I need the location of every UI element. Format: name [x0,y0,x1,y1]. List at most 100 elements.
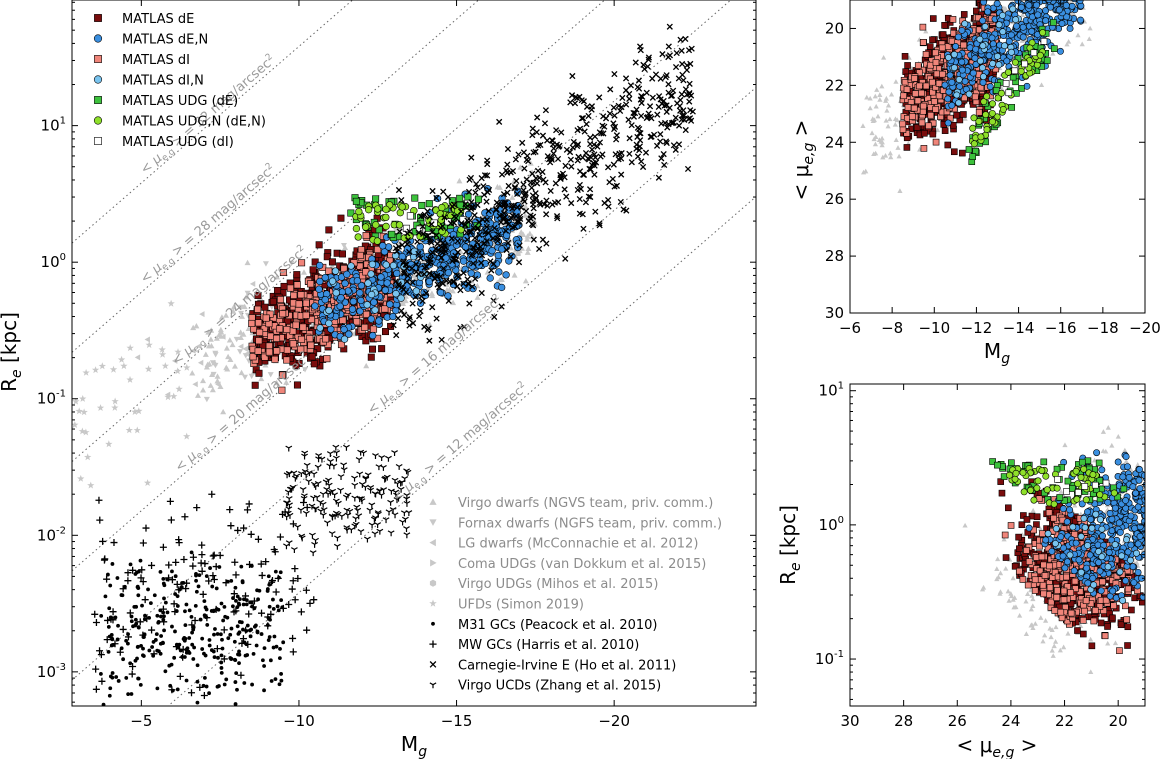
point-mw [103,636,111,644]
point-dE [328,258,336,266]
point-m31 [175,604,180,608]
point-ce [622,75,630,82]
point-m31 [110,671,115,675]
point-dE [378,345,386,353]
point-ce [561,174,568,181]
point-mw [109,608,117,616]
point-m31 [172,655,177,660]
point-m31 [197,573,202,577]
point-ce [567,99,574,106]
point-mw [96,516,104,524]
point-m31 [181,580,186,585]
point-dEN [356,289,364,297]
point-ce [465,280,472,287]
point-m31 [231,604,235,609]
point-ce [684,165,692,173]
point-ce [421,211,428,218]
point-ce [657,75,664,82]
point-ce [423,233,430,240]
point-ce [663,108,670,115]
point-fornax [302,367,309,373]
point-m31 [233,702,238,706]
point-virgo [879,135,885,141]
point-ucd [364,472,372,479]
point-ce [540,176,547,183]
point-dI [306,335,314,343]
point-ce [508,202,515,209]
point-m31 [115,576,120,580]
point-ce [505,239,512,247]
point-virgo [1019,12,1026,18]
point-ce [585,112,592,120]
point-ce [485,207,492,215]
point-dEN [436,288,445,297]
point-ce [395,281,402,288]
point-ucd [351,523,359,530]
point-ce [637,137,644,144]
point-virgo [193,322,200,329]
point-ce [547,187,554,195]
point-ce [530,236,537,243]
point-virgo [871,151,877,157]
point-m31 [163,600,168,605]
point-virgo [515,250,522,257]
point-virgo [206,360,213,367]
point-m31 [262,646,267,651]
point-ce [427,256,434,263]
point-fornax [237,349,244,355]
point-dE [960,111,967,118]
point-ufd [87,481,95,489]
point-UDGdE [352,197,360,205]
point-ucd [290,547,298,553]
point-fornax [212,362,219,369]
point-mw [92,685,100,693]
point-ucd [391,512,399,519]
point-ce [626,95,633,103]
point-UDGN [372,221,380,229]
point-ufd [82,368,90,376]
point-ce [588,146,596,153]
point-ucd [312,537,319,544]
point-ce [551,199,559,206]
point-mw [213,645,221,653]
point-virgo [402,297,409,304]
point-m31 [259,632,264,636]
point-ce [615,102,622,109]
point-mw [243,506,251,514]
point-virgo [202,351,209,357]
point-ucd [379,464,387,471]
point-dI [912,90,919,97]
point-dI [353,318,361,326]
point-mw [124,569,132,577]
point-virgo [1050,50,1056,56]
point-m31 [233,680,238,684]
point-dI [916,69,923,77]
point-virgo [962,116,968,121]
point-m31 [183,609,187,614]
point-dI [381,305,389,313]
point-mw [254,535,262,543]
point-ce [578,97,585,104]
point-ce [620,206,627,213]
point-mw [289,577,297,585]
point-ce [458,220,465,227]
point-m31 [220,646,225,651]
point-m31 [131,624,135,629]
point-mw [181,513,189,521]
point-ce [522,189,529,197]
point-m31 [165,610,170,615]
point-dI [307,341,315,349]
point-m31 [229,657,233,661]
point-virgo [874,87,880,92]
point-m31 [109,643,114,648]
point-ucd [399,519,407,526]
point-ce [658,120,665,127]
point-ce [473,249,480,256]
point-virgo [529,233,536,240]
point-mw [167,516,175,524]
point-virgo [223,312,230,318]
legend-label-ucd: Virgo UCDs (Zhang et al. 2015) [458,679,661,694]
point-dIN [392,290,400,298]
point-ce [529,201,537,208]
point-ce [514,190,521,198]
